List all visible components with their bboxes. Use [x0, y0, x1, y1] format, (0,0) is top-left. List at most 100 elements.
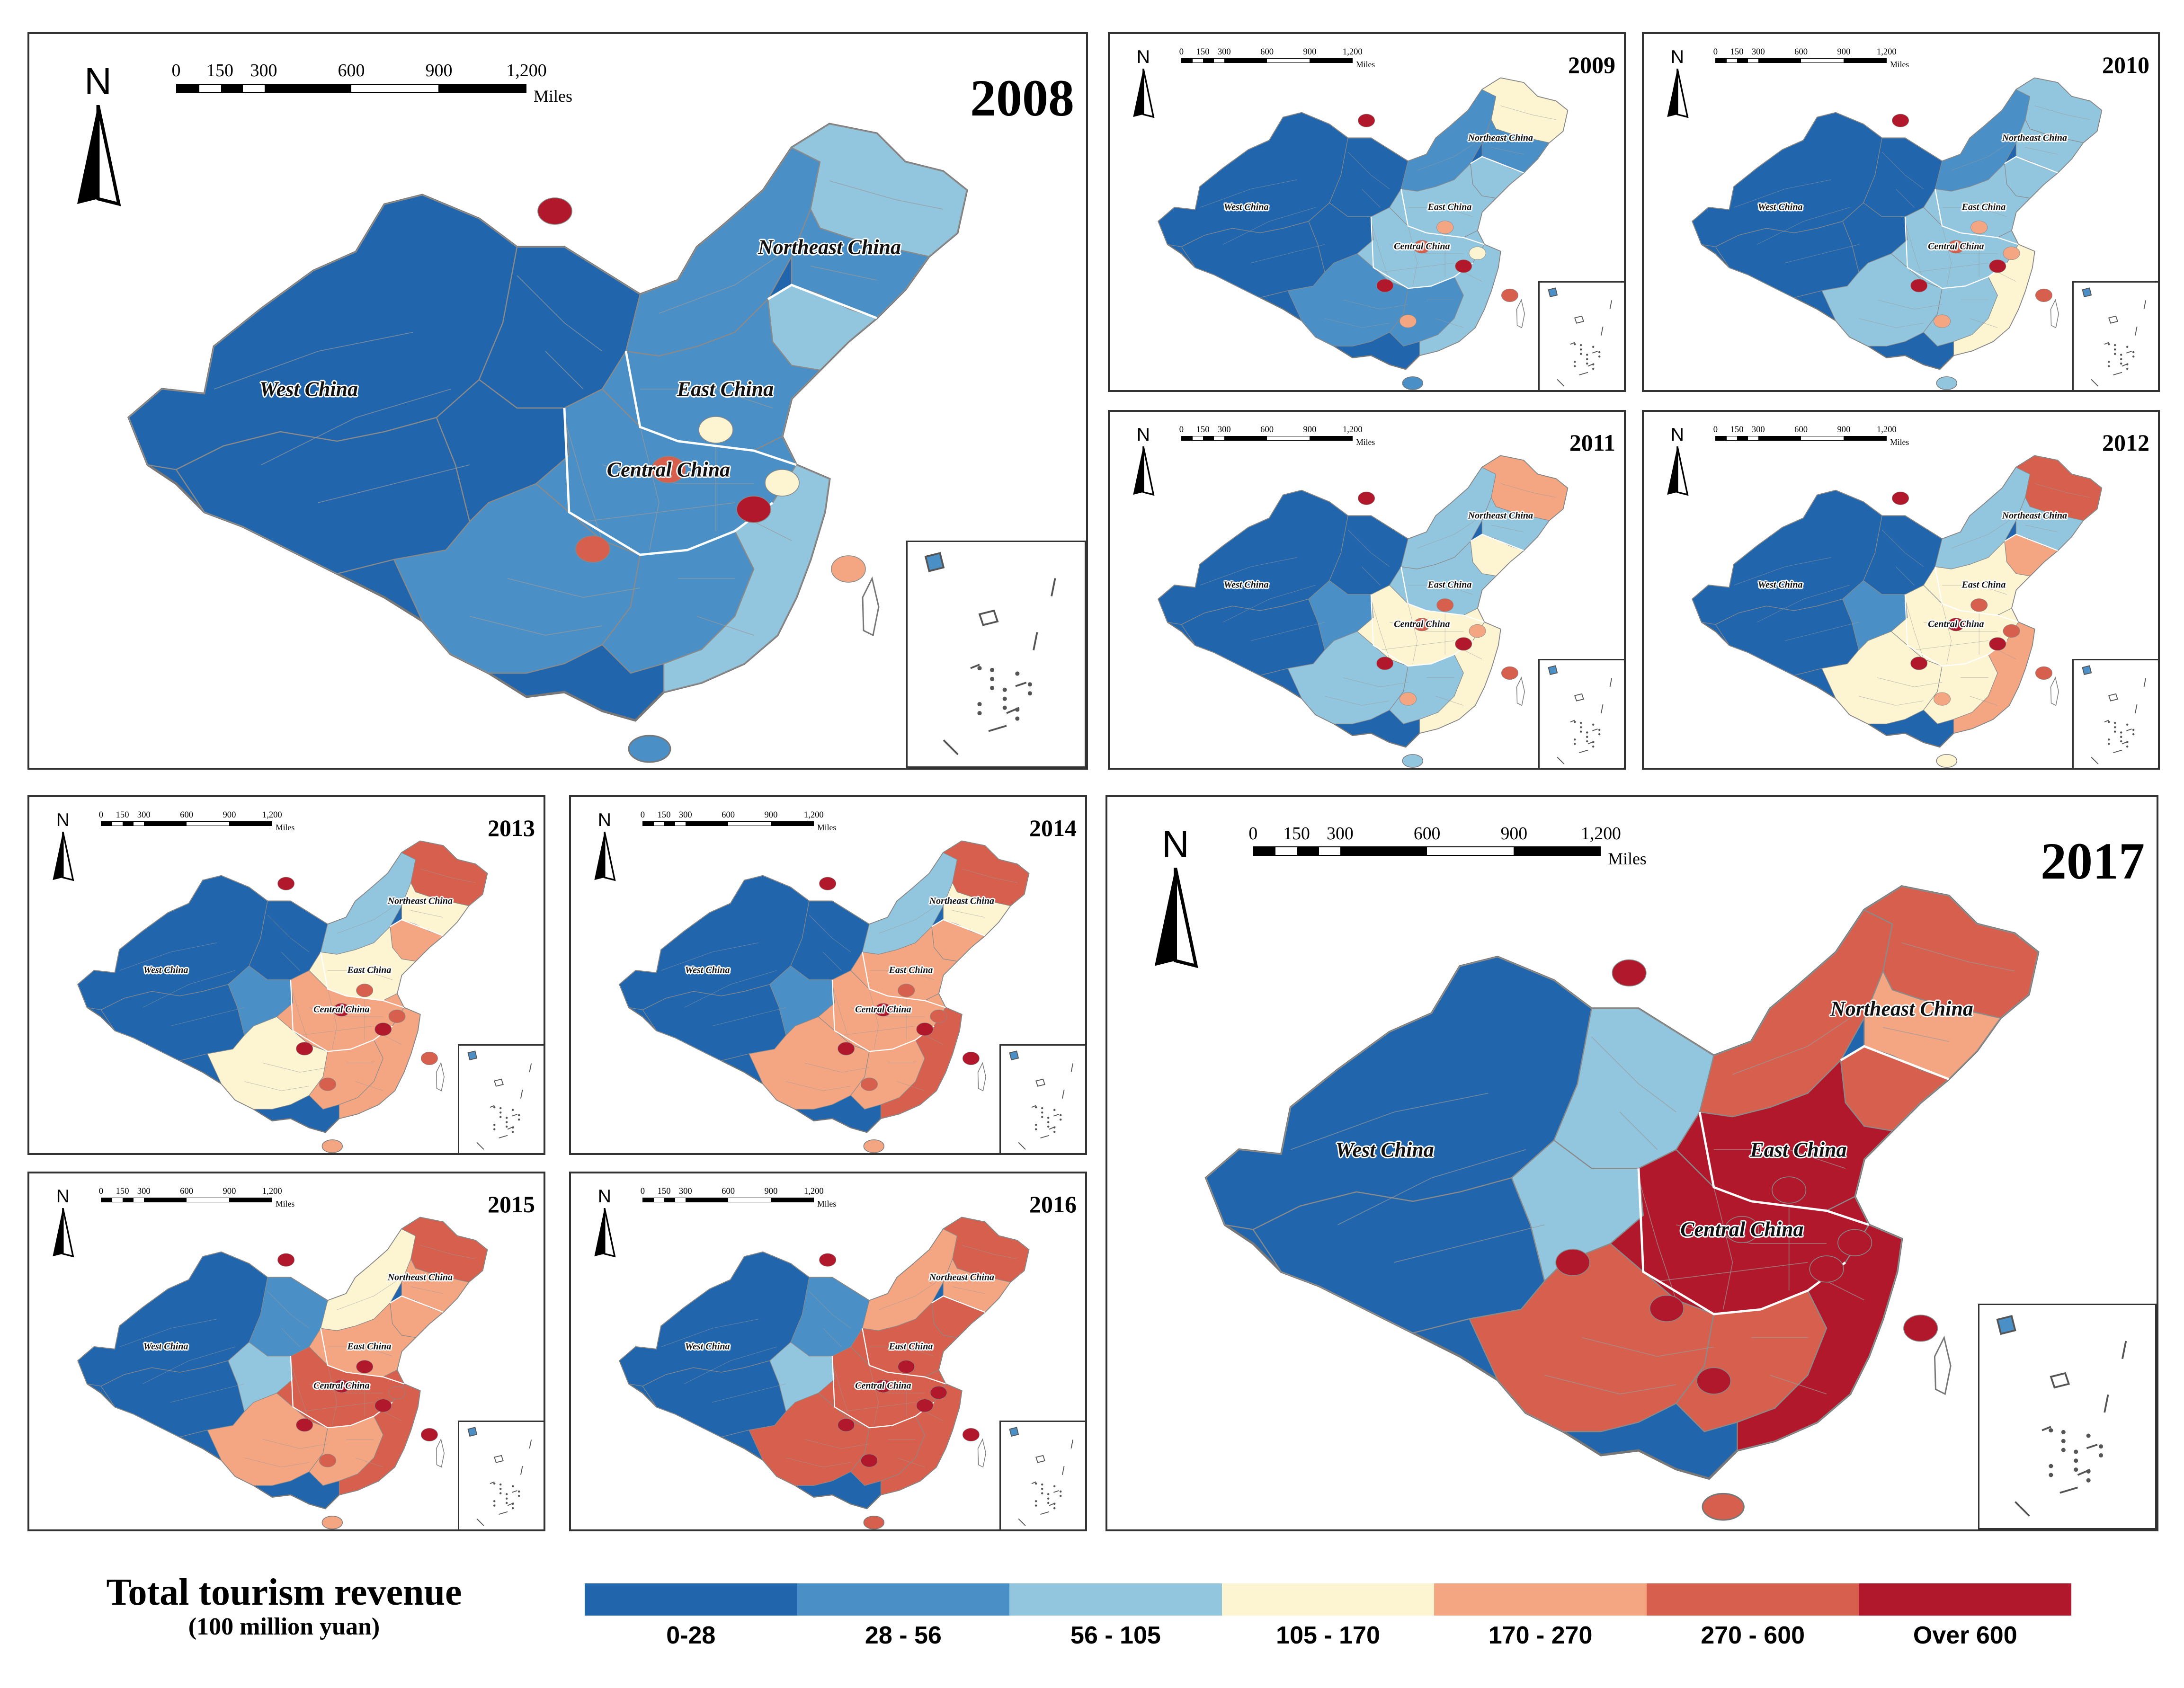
legend-swatch-28-56 [797, 1583, 1010, 1616]
region-label-northeast: Northeast China [1830, 997, 1973, 1021]
inset-island [2132, 355, 2134, 358]
city-hotspot [1724, 1216, 1759, 1244]
division-line [1500, 106, 1556, 120]
division-line [327, 989, 337, 1049]
macro-region-boundary [931, 1295, 985, 1313]
region-label-central: Central China [855, 1004, 911, 1015]
scale-tick-label: 300 [1751, 424, 1765, 435]
inset-feature [1556, 756, 1565, 764]
region-label-east: East China [1427, 202, 1472, 213]
scale-bar: 0 150 300 600 900 1,200 Miles [1713, 424, 1933, 447]
inset-island [2107, 720, 2110, 723]
city-hotspot [1455, 259, 1472, 273]
division-line [869, 1346, 934, 1357]
region-coast [1419, 244, 1501, 356]
city-hotspot [1903, 1315, 1938, 1342]
legend-swatch-56-105 [1009, 1583, 1222, 1616]
inset-feature [2126, 350, 2132, 354]
scale-tick-label: 0 [98, 809, 104, 820]
inset-island [1573, 343, 1576, 346]
inset-island [2132, 733, 2134, 736]
scale-tick-label: 1,200 [262, 809, 282, 820]
inset-island [1034, 1504, 1037, 1507]
inset-feature [520, 1089, 523, 1099]
scale-bar-graphic [1181, 436, 1353, 441]
scale-segment [1758, 59, 1801, 63]
inset-island [2126, 367, 2128, 370]
division-line [1942, 604, 1952, 664]
division-line [281, 1328, 300, 1347]
scale-segment [1297, 847, 1319, 855]
taiwan-island [2050, 299, 2059, 329]
inset-island [1592, 745, 1594, 748]
scale-segment [1309, 436, 1352, 441]
inset-feature [1578, 372, 1588, 375]
scale-segment [1716, 436, 1727, 441]
division-line [1380, 640, 1454, 650]
macro-region-boundary [2004, 533, 2058, 551]
inset-island [499, 1116, 501, 1118]
macro-region-boundary [563, 408, 774, 556]
scale-unit: Miles [534, 87, 573, 106]
north-arrow-icon [594, 832, 616, 881]
region-southwest [207, 1016, 328, 1110]
city-hotspot [698, 416, 733, 444]
inset-island [1059, 1494, 1061, 1497]
inset-island [1573, 360, 1576, 363]
scale-segment [187, 822, 229, 826]
inset-island [2049, 1428, 2053, 1433]
division-line [809, 1291, 851, 1329]
scale-segment [101, 822, 112, 826]
scale-tick-label: 0 [1179, 424, 1184, 435]
north-arrow: N [592, 1187, 617, 1259]
region-jilin [401, 882, 469, 936]
legend-label: 56 - 105 [1070, 1622, 1161, 1649]
taiwan-island [436, 1438, 445, 1468]
inset-island [1059, 1490, 1061, 1493]
scale-segment [728, 1198, 771, 1202]
scale-unit: Miles [1356, 59, 1375, 69]
division-line [564, 417, 603, 541]
scale-segment [1427, 847, 1514, 855]
scale-tick-label: 600 [1794, 424, 1808, 435]
inset-island [1053, 1109, 1055, 1111]
division-line [263, 1063, 328, 1073]
scale-segment [728, 822, 771, 826]
choropleth-map [1692, 77, 2103, 390]
macro-region-boundary [862, 952, 946, 1008]
macro-region-boundary [1370, 216, 1473, 289]
city-hotspot [1989, 637, 2006, 651]
choropleth-map [1158, 77, 1569, 390]
inset-island [511, 1502, 514, 1505]
scale-bar-ticks: 0 150 300 600 900 1,200 [1713, 47, 1933, 57]
city-hotspot [296, 1418, 313, 1432]
city-hotspot [1612, 959, 1647, 986]
inset-feature [467, 1426, 477, 1437]
region-label-west: West China [1757, 579, 1803, 590]
division-line [1883, 1027, 1949, 1042]
scale-segment [1737, 59, 1748, 63]
inset-island [2086, 1433, 2091, 1439]
scale-segment [112, 822, 123, 826]
inset-island [1586, 362, 1588, 364]
division-line [410, 1286, 444, 1294]
inset-island [511, 1485, 514, 1487]
division-line [420, 1245, 476, 1260]
inset-island [1598, 733, 1600, 736]
inset-feature [1592, 728, 1598, 731]
year-label: 2009 [1568, 52, 1615, 78]
legend-title-block: Total tourism revenue (100 million yuan) [28, 1572, 540, 1640]
region-label-northeast: Northeast China [758, 235, 901, 259]
inset-island [1598, 729, 1600, 731]
scale-tick-label: 0 [1248, 823, 1258, 844]
choropleth-map [1204, 885, 2040, 1521]
inset-island [1053, 1507, 1055, 1510]
inset-island [1059, 1118, 1061, 1121]
region-label-west: West China [143, 965, 188, 976]
inset-island [990, 667, 995, 672]
inset-feature [490, 1105, 495, 1108]
inset-feature [1008, 1050, 1019, 1060]
region-southwest [207, 1393, 328, 1486]
inset-map [924, 552, 1056, 755]
division-line [1826, 1280, 1864, 1301]
